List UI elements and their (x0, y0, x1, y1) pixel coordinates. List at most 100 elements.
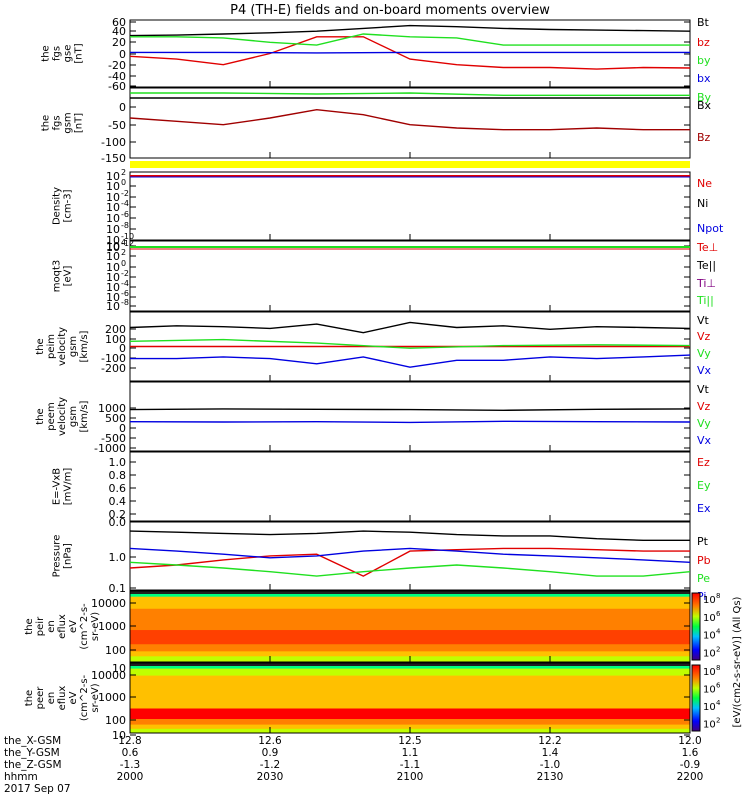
y-tick-label: -150 (101, 152, 126, 165)
y-axis-label: eV (68, 620, 79, 633)
y-axis-label: eflux (57, 686, 68, 711)
legend-label: Vy (697, 347, 711, 360)
y-tick-exponent: -10 (121, 232, 134, 241)
y-axis-label: gse (63, 45, 74, 63)
colorbar-tick-exponent: 6 (716, 682, 721, 690)
y-axis-label: [km/s] (79, 330, 90, 362)
y-tick-label: 10 (106, 291, 120, 304)
y-tick-label: 500 (105, 412, 126, 425)
panels: the fgs gse [nT]6040200-20-40-60Btbzbybxthe… (24, 16, 724, 742)
legend-label: Te⊥ (696, 241, 718, 254)
time-axis-row-label: the_Z-GSM (4, 759, 62, 771)
y-axis-label: gsm (68, 336, 79, 357)
y-tick-label: 1000 (98, 691, 126, 704)
y-tick-label: 10 (112, 662, 126, 675)
y-tick-label: -500 (101, 432, 126, 445)
y-axis-label: fgs (52, 46, 63, 61)
series-line-Vx (130, 354, 691, 368)
y-tick-label: 10 (106, 191, 120, 204)
panel-pressure: Pressure [nPa] 1.0 0.1 Pt Pb Pe Pi (52, 521, 711, 603)
y-tick-label: -60 (108, 80, 126, 93)
colorbar-tick-label: 10 (703, 720, 716, 731)
y-axis-label: [eV] (63, 266, 74, 287)
y-axis-label: E=-VxB (52, 468, 63, 505)
y-axis-label: the (24, 690, 35, 706)
y-axis-label: [km/s] (79, 400, 90, 432)
colorbars: 10 810 610 410 210 810 610 410 2 [eV/(cm2-s-sr-eV… (691, 592, 743, 732)
y-axis-label: velocity (57, 397, 68, 436)
y-tick-label: 0 (119, 342, 126, 355)
y-tick-label: 1.0 (109, 551, 127, 564)
y-tick-exponent: -12 (121, 239, 134, 248)
y-tick-label: 200 (105, 323, 126, 336)
legend-label: Pb (697, 554, 711, 567)
y-tick-label: 0 (119, 422, 126, 435)
y-axis-label: sr-eV) (90, 683, 101, 712)
series-line-Vy (129, 338, 691, 349)
y-tick-label: -20 (108, 59, 126, 72)
y-tick-label: 10 (106, 240, 120, 253)
legend-label: Bz (697, 131, 711, 144)
panel-frame (129, 240, 691, 312)
spectrogram-fill-strip (130, 663, 690, 666)
y-tick-label: 10000 (91, 669, 126, 682)
time-axis-value: -0.9 (680, 759, 701, 771)
legend-label: By (697, 91, 712, 104)
colorbar-tick-label: 10 (703, 613, 716, 624)
time-axis-value: 1.1 (402, 747, 419, 759)
legend-label: Npot (697, 222, 724, 235)
series-line-Bt (129, 24, 691, 37)
legend-label: Vy (697, 417, 711, 430)
time-axis-row-label: hhmm (4, 771, 38, 783)
y-tick-label: 10 (106, 180, 120, 193)
plot-title: P4 (TH-E) fields and on-board moments ov… (230, 3, 550, 18)
time-axis-value: 12.0 (678, 735, 701, 747)
colorbar (691, 592, 701, 661)
series-line-Vt (129, 321, 691, 334)
y-tick-label: 1.0 (109, 456, 127, 469)
spectrogram-fill-strip (130, 591, 690, 594)
legend-label: Ti⊥ (696, 277, 716, 290)
legend-label: Vz (697, 400, 711, 413)
time-axis-value: 12.6 (258, 735, 282, 747)
y-tick-label: -40 (108, 70, 126, 83)
colorbar-label: [eV/(cm2-s-sr-eV)] (All Qs) (732, 596, 743, 727)
y-axis-label: the (24, 618, 35, 634)
legend-label: Ex (697, 502, 711, 515)
y-tick-label: -200 (101, 362, 126, 375)
y-axis-label: eflux (57, 614, 68, 639)
y-tick-label: 10 (106, 261, 120, 274)
legend-label: Vx (697, 434, 712, 447)
time-axis-value: 2030 (257, 771, 284, 783)
legend-label: Bt (697, 16, 710, 29)
spectrogram-band (130, 724, 690, 730)
y-axis-label: [nPa] (63, 543, 74, 569)
y-tick-exponent: 2 (121, 168, 126, 177)
panel-frame (129, 171, 691, 241)
y-tick-label: 0 (119, 48, 126, 61)
y-tick-exponent: -6 (121, 289, 129, 298)
legend-label: by (697, 54, 711, 67)
colorbar-tick-label: 10 (703, 595, 716, 606)
series-line-bz (129, 36, 691, 70)
colorbar-tick-exponent: 2 (716, 717, 720, 725)
y-tick-label: 100 (105, 714, 126, 727)
colorbar-tick-exponent: 4 (716, 699, 721, 707)
y-tick-label: 10 (106, 212, 120, 225)
y-axis-label: peer (35, 686, 46, 710)
legend-label: Ti|| (696, 294, 714, 307)
series-line-Pi (129, 547, 691, 563)
quality-flag-bar (130, 161, 690, 168)
colorbar (691, 664, 701, 732)
y-axis-label: the (41, 115, 52, 131)
legend-label: Vx (697, 364, 712, 377)
time-axis-value: 12.8 (118, 735, 141, 747)
y-axis-label: gsm (63, 112, 74, 133)
series-line-bx (130, 51, 690, 54)
spectrogram-band (130, 591, 690, 598)
y-tick-label: -100 (101, 136, 126, 149)
y-tick-label: 60 (112, 16, 126, 29)
y-axis-label: peir (35, 616, 46, 636)
